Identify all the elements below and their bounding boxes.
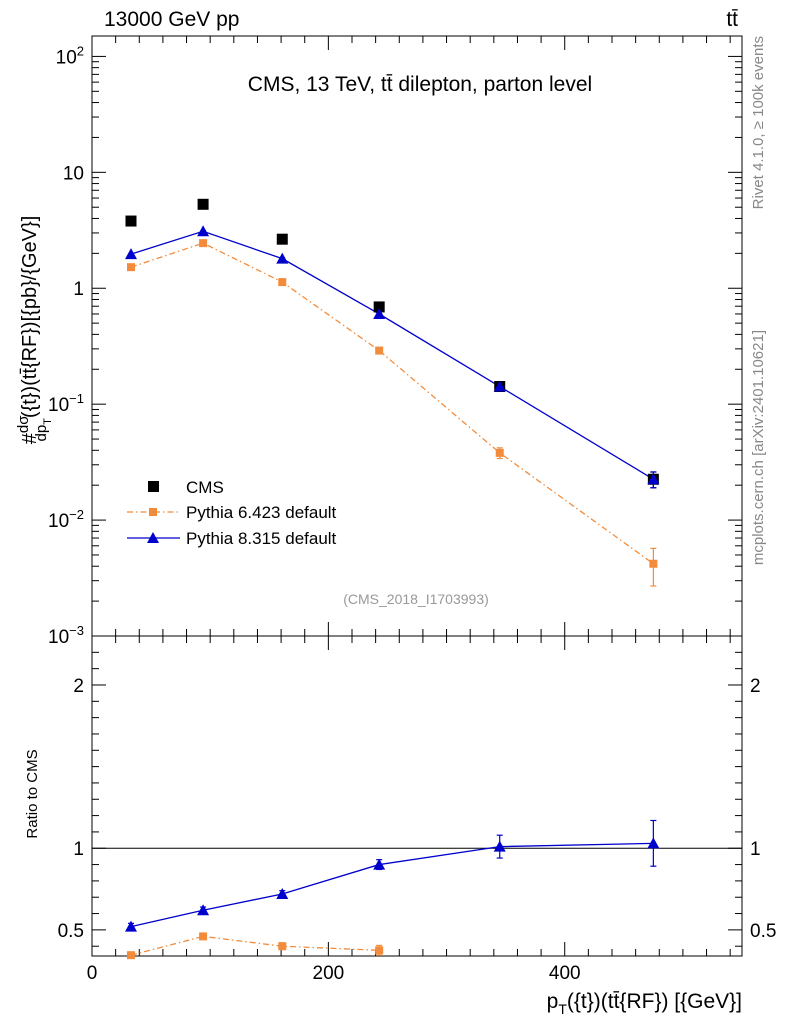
legend-label-pythia8: Pythia 8.315 default <box>186 529 337 548</box>
main-ytick-label: 10−3 <box>48 623 84 648</box>
ratio-ytick-label-left: 0.5 <box>58 921 84 942</box>
main-title: CMS, 13 TeV, tt̄ dilepton, parton level <box>248 73 592 96</box>
ratio-pythia6-point <box>278 942 287 951</box>
ratio-xtick-label: 0 <box>87 963 98 984</box>
pythia6-point <box>199 239 208 248</box>
ratio-pythia6-point <box>127 951 135 960</box>
ratio-xtick-label: 400 <box>549 963 581 984</box>
legend-label-cms: CMS <box>186 478 224 497</box>
ytick-exp: 2 <box>77 43 84 58</box>
ratio-pythia8-point <box>125 920 137 932</box>
pythia8-point <box>125 248 137 260</box>
pythia6-point <box>375 346 384 355</box>
ytick-exp: −1 <box>69 391 84 406</box>
ylabel-num: dσ <box>15 415 32 433</box>
ratio-ytick-labels: 0.5 0.5 1 1 2 2 <box>58 676 777 942</box>
ratio-series <box>125 819 660 960</box>
legend: CMS Pythia 6.423 default Pythia 8.315 de… <box>127 478 337 548</box>
pythia8-point <box>647 473 660 485</box>
ratio-ylabel: Ratio to CMS <box>24 749 41 838</box>
ratio-pythia6-point <box>199 932 208 941</box>
ratio-pythia8-point <box>276 887 289 899</box>
xlabel-rest: ({t})(tt̄{RF}) [{GeV}] <box>567 990 742 1013</box>
ratio-pythia8-point <box>373 858 386 870</box>
ytick-base: 10 <box>56 47 77 68</box>
cms-data-point <box>373 301 385 313</box>
series-line-2 <box>130 230 654 480</box>
ratio-pythia6-point <box>375 946 384 955</box>
pythia6-point <box>127 263 135 272</box>
xlabel-sub: T <box>558 1001 567 1017</box>
main-series <box>125 198 660 587</box>
ratio-line-0 <box>130 935 380 956</box>
pythia6-point <box>649 559 658 568</box>
pythia6-point <box>495 448 504 457</box>
ratio-ytick-label-left: 1 <box>73 839 84 860</box>
ratio-xtick-labels: 0 200 400 <box>87 963 581 984</box>
legend-marker-pythia6 <box>149 508 157 516</box>
xlabel-p: p <box>547 990 559 1013</box>
ratio-pythia8-point <box>647 837 660 849</box>
pythia8-point <box>493 380 506 392</box>
ytick-base: 10 <box>48 395 69 416</box>
ratio-ytick-label-left: 2 <box>73 676 84 697</box>
mcplots-label: mcplots.cern.ch [arXiv:2401.10621] <box>750 330 767 565</box>
legend-marker-cms <box>148 481 159 492</box>
main-ytick-label: 102 <box>56 43 84 68</box>
ratio-pythia8-point <box>493 840 506 852</box>
ylabel-rest: ({t})(tt̄{RF})[{pb}/{GeV}] <box>19 216 41 418</box>
ytick-base: 10 <box>48 627 69 648</box>
cms-data-point <box>276 233 288 245</box>
rivet-label: Rivet 4.1.0, ≥ 100k events <box>750 36 767 209</box>
ratio-ytick-label-right: 0.5 <box>750 921 776 942</box>
header-right: tt̄ <box>726 8 738 31</box>
ratio-xlabel: pT({t})(tt̄{RF}) [{GeV}] <box>547 990 742 1017</box>
ratio-line-1 <box>130 842 654 928</box>
ytick-base: 10 <box>63 163 84 184</box>
pythia8-point <box>276 252 289 264</box>
ratio-axis-ticks <box>91 636 742 956</box>
main-ytick-label: 10−2 <box>48 507 84 532</box>
legend-marker-pythia8 <box>147 532 159 543</box>
ylabel-sub: T <box>42 418 54 425</box>
header-left: 13000 GeV pp <box>104 8 239 31</box>
main-ytick-label: 10−1 <box>48 391 84 416</box>
ytick-base: 10 <box>48 511 69 532</box>
ytick-base: 1 <box>73 279 84 300</box>
series-line-1 <box>130 242 654 565</box>
main-ylabel: #dσdpT({t})(tt̄{RF})[{pb}/{GeV}] <box>15 216 54 445</box>
main-ytick-label: 1 <box>73 279 84 300</box>
ratio-plot-frame <box>91 635 743 957</box>
ratio-pythia8-point <box>197 904 210 916</box>
ylabel-hash: # <box>19 432 41 444</box>
ytick-exp: −3 <box>69 623 84 638</box>
main-axis-ticks <box>91 36 742 637</box>
ytick-exp: −2 <box>69 507 84 522</box>
watermark-label: (CMS_2018_I1703993) <box>343 591 489 607</box>
pythia8-point <box>373 307 386 319</box>
ratio-ytick-label-right: 1 <box>750 839 761 860</box>
ylabel-den: dp <box>33 425 50 442</box>
svg-text:#dσdpT({t})(tt̄{RF})[{pb}/{GeV: #dσdpT({t})(tt̄{RF})[{pb}/{GeV}] <box>15 216 54 445</box>
ratio-xtick-label: 200 <box>313 963 345 984</box>
cms-data-point <box>125 215 137 227</box>
pythia6-point <box>278 278 287 287</box>
cms-data-point <box>197 198 209 210</box>
legend-label-pythia6: Pythia 6.423 default <box>186 503 337 522</box>
pythia8-point <box>197 225 210 237</box>
ratio-ytick-label-right: 2 <box>750 676 761 697</box>
main-ytick-label: 10 <box>63 163 84 184</box>
